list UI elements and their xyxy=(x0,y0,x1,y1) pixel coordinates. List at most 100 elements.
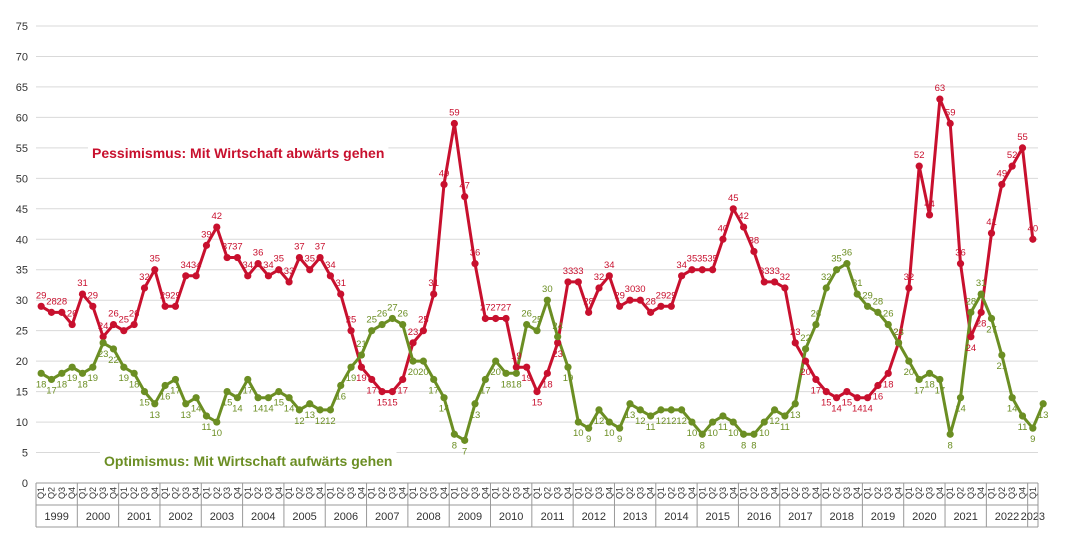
data-label: 29 xyxy=(656,290,667,301)
data-label: 19 xyxy=(521,373,532,384)
data-label: 10 xyxy=(211,428,222,439)
data-label: 39 xyxy=(201,229,212,240)
data-label: 8 xyxy=(452,440,457,451)
data-label: 22 xyxy=(800,333,811,344)
data-point xyxy=(595,284,603,292)
data-point xyxy=(678,272,686,280)
series-labels: Pessimismus: Mit Wirtschaft abwärts gehe… xyxy=(88,143,397,471)
data-label: 13 xyxy=(1038,410,1049,421)
data-point xyxy=(306,266,314,274)
data-point xyxy=(874,308,882,316)
data-label: 34 xyxy=(242,260,253,271)
data-point xyxy=(791,339,799,347)
data-point xyxy=(399,375,407,384)
data-label: 14 xyxy=(263,404,274,415)
data-label: 24 xyxy=(552,321,563,332)
data-label: 17 xyxy=(170,385,181,396)
quarter-label: Q2 xyxy=(377,487,387,499)
data-label: 33 xyxy=(284,266,295,277)
data-label: 37 xyxy=(315,242,326,253)
year-label: 1999 xyxy=(44,511,68,523)
quarter-label: Q1 xyxy=(656,487,666,499)
quarter-label: Q4 xyxy=(480,487,490,499)
data-label: 28 xyxy=(976,318,987,329)
data-label: 42 xyxy=(211,211,222,222)
year-label: 2013 xyxy=(623,511,647,523)
quarter-label: Q3 xyxy=(222,487,232,499)
data-point xyxy=(905,284,913,292)
data-label: 23 xyxy=(893,327,904,338)
data-point xyxy=(388,388,396,396)
data-point xyxy=(719,235,727,243)
year-label: 2016 xyxy=(747,511,771,523)
year-label: 2004 xyxy=(251,511,275,523)
data-label: 12 xyxy=(315,416,326,427)
data-label: 19 xyxy=(356,373,367,384)
data-label: 14 xyxy=(862,404,873,415)
data-point xyxy=(378,388,386,396)
data-label: 12 xyxy=(656,416,667,427)
quarter-label: Q4 xyxy=(687,487,697,499)
data-point xyxy=(316,406,324,414)
data-label: 8 xyxy=(948,440,953,451)
data-label: 13 xyxy=(470,410,481,421)
data-point xyxy=(295,253,304,262)
data-point xyxy=(471,260,479,268)
quarter-label: Q3 xyxy=(98,487,108,499)
data-point xyxy=(729,418,737,426)
data-point xyxy=(347,363,355,371)
data-point xyxy=(781,412,789,420)
data-label: 59 xyxy=(449,107,460,118)
data-label: 10 xyxy=(759,428,770,439)
data-label: 18 xyxy=(511,379,522,390)
data-point xyxy=(213,223,221,231)
year-label: 2012 xyxy=(582,511,606,523)
data-point xyxy=(822,388,830,396)
data-label: 29 xyxy=(666,290,677,301)
quarter-label: Q4 xyxy=(274,487,284,499)
data-point xyxy=(905,357,913,365)
data-label: 24 xyxy=(966,343,977,354)
data-label: 13 xyxy=(180,410,191,421)
y-tick-label: 70 xyxy=(16,51,28,63)
quarter-label: Q1 xyxy=(36,487,46,499)
data-label: 40 xyxy=(718,223,729,234)
data-point xyxy=(161,381,169,390)
y-tick-label: 20 xyxy=(16,356,28,368)
data-label: 20 xyxy=(800,367,811,378)
data-point xyxy=(182,400,190,408)
data-label: 18 xyxy=(129,379,140,390)
data-point xyxy=(492,314,500,323)
data-point xyxy=(760,278,768,286)
data-point xyxy=(502,314,510,323)
data-point xyxy=(419,327,427,335)
data-point xyxy=(574,418,582,426)
data-point xyxy=(233,394,242,402)
quarter-label: Q3 xyxy=(470,487,480,499)
data-label: 15 xyxy=(532,398,543,409)
data-point xyxy=(99,339,107,347)
data-point xyxy=(399,320,407,329)
data-point xyxy=(843,260,851,268)
data-point xyxy=(1029,235,1037,243)
data-point xyxy=(151,266,159,274)
data-point xyxy=(967,333,975,341)
year-label: 2017 xyxy=(788,511,812,523)
quarter-label: Q3 xyxy=(1007,487,1017,499)
data-point xyxy=(512,369,520,377)
data-point xyxy=(171,375,180,384)
data-label: 11 xyxy=(1018,422,1028,433)
data-label: 12 xyxy=(325,416,336,427)
data-point xyxy=(956,260,965,268)
data-label: 31 xyxy=(976,278,987,289)
data-point xyxy=(585,424,593,432)
data-point xyxy=(554,339,562,347)
data-label: 35 xyxy=(707,254,718,265)
data-point xyxy=(709,418,717,426)
data-label: 17 xyxy=(480,385,491,396)
data-point xyxy=(1018,144,1027,152)
quarter-label: Q2 xyxy=(336,487,346,499)
year-label: 2011 xyxy=(541,511,565,523)
quarter-label: Q2 xyxy=(914,487,924,499)
data-label: 17 xyxy=(914,385,925,396)
